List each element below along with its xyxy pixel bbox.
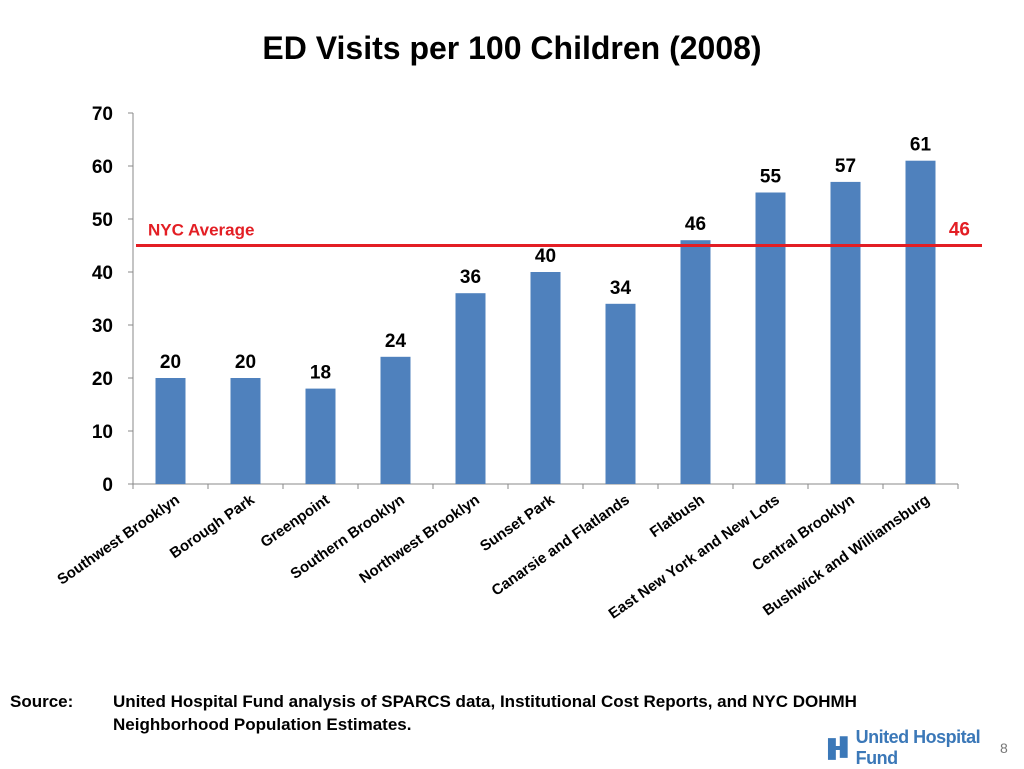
x-tick-label: Flatbush: [647, 491, 708, 541]
bar: [830, 181, 861, 484]
bar: [905, 160, 936, 484]
bar-chart: 0 10 20 30 40 50 60 70 20 Southwest Brooklyn 20 Bor…: [54, 104, 982, 623]
y-tick-label: 50: [92, 210, 113, 231]
y-tick-label: 0: [102, 475, 113, 496]
data-label: 24: [385, 331, 407, 352]
bar: [455, 293, 486, 484]
data-label: 61: [910, 135, 932, 156]
y-tick-label: 70: [92, 104, 113, 125]
data-label: 34: [610, 278, 632, 299]
data-label: 57: [835, 156, 856, 177]
y-tick-label: 60: [92, 157, 113, 178]
nyc-average-label: NYC Average: [148, 221, 254, 240]
source-text: United Hospital Fund analysis of SPARCS …: [113, 692, 857, 734]
bar: [380, 356, 411, 484]
data-label: 46: [685, 214, 706, 235]
y-tick-label: 40: [92, 263, 113, 284]
x-tick-label: Northwest Brooklyn: [356, 491, 482, 587]
source-label: Source:: [10, 692, 74, 711]
bar: [230, 378, 261, 484]
data-label: 18: [310, 363, 331, 384]
bar: [755, 192, 786, 484]
data-label: 36: [460, 267, 481, 288]
data-label: 40: [535, 246, 556, 267]
chart-title: ED Visits per 100 Children (2008): [262, 30, 762, 66]
y-tick-label: 30: [92, 316, 113, 337]
logo-mark-icon: [827, 736, 848, 760]
y-tick-label: 10: [92, 422, 113, 443]
page-number: 8: [1000, 740, 1008, 756]
x-tick-label: Greenpoint: [257, 491, 332, 551]
x-tick-label: Canarsie and Flatlands: [489, 491, 633, 599]
data-label: 20: [160, 352, 181, 373]
bar: [680, 240, 711, 484]
bar: [155, 378, 186, 484]
bar: [530, 272, 561, 484]
bar: [305, 388, 336, 484]
y-tick-label: 20: [92, 369, 113, 390]
data-label: 20: [235, 352, 256, 373]
x-tick-label: Southwest Brooklyn: [54, 491, 183, 588]
x-tick-label: Borough Park: [167, 491, 259, 562]
united-hospital-fund-logo: United Hospital Fund: [826, 727, 1024, 768]
data-label: 55: [760, 167, 782, 188]
logo-text: United Hospital Fund: [855, 727, 981, 768]
nyc-average-value: 46: [949, 220, 970, 241]
bar: [605, 303, 636, 484]
